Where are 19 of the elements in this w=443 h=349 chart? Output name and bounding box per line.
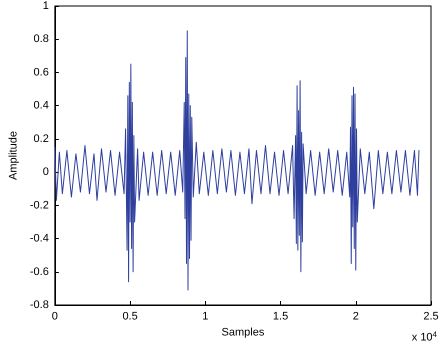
x-tick-label: 1.5 (272, 310, 288, 322)
y-tick-label: 0.8 (34, 33, 49, 46)
y-tick-label: -0.6 (30, 266, 49, 278)
x-tick-label: 0.5 (122, 310, 138, 322)
y-tick-label: -0.4 (30, 232, 49, 245)
y-tick-label: 0.2 (34, 132, 49, 145)
y-tick-label: 0.4 (34, 100, 49, 112)
x-axis-title: Samples (222, 326, 265, 338)
y-tick-label: 1 (42, 0, 49, 12)
x-tick-label: 0 (52, 310, 58, 322)
y-axis-title: Amplitude (8, 131, 20, 180)
y-tick-label: -0.8 (30, 299, 49, 311)
line-series (54, 30, 420, 291)
y-tick-label: -0.2 (30, 199, 49, 212)
x-tick-label: 2 (352, 310, 359, 322)
x-tick-label: 1 (202, 310, 208, 322)
x-tick-label: 2.5 (423, 310, 439, 322)
y-tick-label: 0 (42, 166, 49, 178)
y-tick-label: 0.6 (34, 66, 49, 78)
